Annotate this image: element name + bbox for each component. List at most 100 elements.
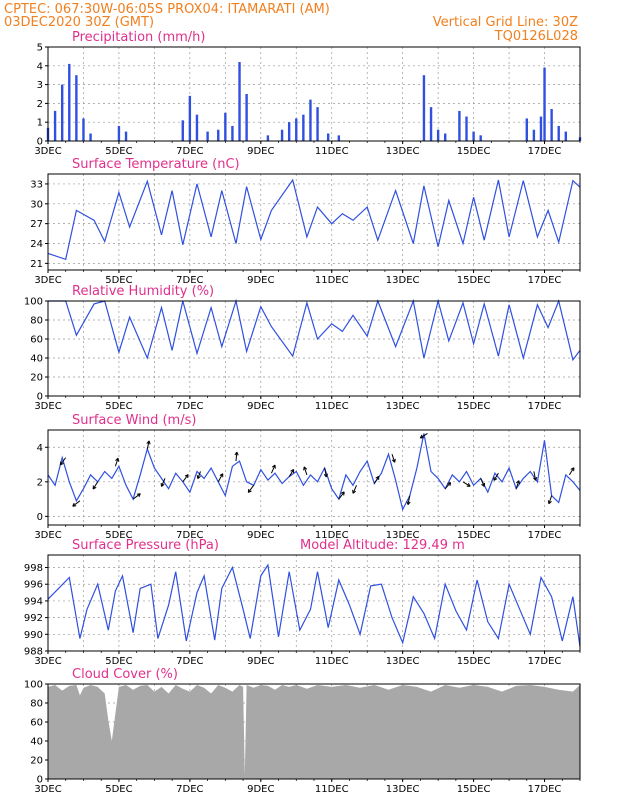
panel-surface-temperature: Surface Temperature (nC) 21 24 27 30 33 3DEC 5D… — [30, 157, 581, 286]
x-tick-label: 3DEC — [34, 656, 61, 667]
y-tick-label: 24 — [30, 239, 43, 250]
wind-arrow-shaft — [146, 440, 150, 450]
wind-arrow-shaft — [548, 495, 553, 504]
y-tick-label: 40 — [30, 354, 43, 365]
wind-arrow-shaft — [515, 480, 520, 489]
wind-arrow-shaft — [480, 478, 485, 487]
precip-bar — [82, 118, 85, 141]
precip-bar — [238, 62, 241, 141]
precip-bar — [287, 122, 291, 141]
x-tick-label: 11DEC — [315, 656, 349, 667]
wind-arrow-head — [146, 440, 151, 445]
x-tick-label: 9DEC — [247, 146, 274, 157]
precip-bar — [532, 129, 536, 141]
precip-bar — [337, 135, 341, 141]
panel-title: Relative Humidity (%) — [72, 284, 214, 299]
wind-arrow-shaft — [235, 452, 238, 462]
x-tick-label: 15DEC — [457, 656, 491, 667]
x-tick-label: 3DEC — [34, 784, 61, 795]
wind-arrow-head — [406, 501, 411, 505]
x-tick-label: 13DEC — [386, 784, 420, 795]
panel-precipitation: Precipitation (mm/h) 0 1 2 3 4 5 3DEC 5DEC 7DEC 9D… — [34, 30, 582, 157]
wind-arrow-shaft — [352, 485, 358, 494]
panel-cloud-cover: Cloud Cover (%) 0 20 40 60 80 100 3DEC 5DEC 7DEC 9… — [24, 667, 581, 795]
x-tick-label: 5DEC — [105, 530, 132, 541]
panel-title: Precipitation (mm/h) — [72, 30, 205, 45]
x-tick-label: 7DEC — [176, 401, 203, 412]
x-tick-label: 9DEC — [247, 401, 274, 412]
y-tick-label: 996 — [24, 580, 43, 591]
plot-frame — [47, 429, 581, 526]
wind-arrow-shaft — [160, 478, 166, 487]
panel-title: Cloud Cover (%) — [72, 667, 178, 682]
x-tick-label: 15DEC — [457, 401, 491, 412]
wind-arrow-head — [391, 458, 396, 463]
x-tick-label: 13DEC — [386, 146, 420, 157]
precip-bar — [302, 114, 305, 141]
wind-arrow-head — [493, 476, 498, 481]
x-tick-label: 15DEC — [457, 275, 491, 286]
x-tick-label: 11DEC — [315, 784, 349, 795]
wind-arrow-head — [340, 491, 345, 496]
x-tick-label: 17DEC — [528, 275, 562, 286]
x-tick-label: 9DEC — [247, 530, 274, 541]
wind-arrow-shaft — [462, 481, 471, 487]
precip-bar — [436, 129, 440, 141]
wind-arrow-head — [184, 474, 189, 479]
wind-arrow-head — [271, 464, 276, 469]
wind-arrow-head — [352, 489, 357, 494]
x-tick-label: 11DEC — [315, 146, 349, 157]
y-tick-label: 5 — [37, 43, 43, 54]
wind-arrow-shaft — [338, 491, 345, 500]
panel-surface-wind: Surface Wind (m/s) 0 2 4 3DEC 5DEC 7DEC 9DEC 11D… — [34, 413, 581, 541]
wind-arrow-shaft — [197, 471, 201, 479]
y-tick-label: 30 — [30, 199, 43, 210]
x-tick-label: 13DEC — [386, 530, 420, 541]
wind-arrow-head — [160, 482, 165, 487]
precip-bar — [68, 63, 71, 141]
y-tick-label: 0 — [37, 512, 43, 523]
wind-arrow-shaft — [288, 469, 295, 477]
y-tick-label: 27 — [30, 219, 43, 230]
y-tick-label: 80 — [30, 699, 43, 710]
wind-arrow-head — [570, 467, 575, 472]
wind-arrow-shaft — [182, 474, 189, 483]
series-line — [47, 433, 581, 512]
panel-title: Surface Temperature (nC) — [72, 157, 240, 172]
x-tick-label: 17DEC — [528, 401, 562, 412]
precip-bar — [458, 110, 461, 141]
x-tick-label: 17DEC — [528, 784, 562, 795]
x-tick-label: 3DEC — [34, 401, 61, 412]
header-line1: CPTEC: 067:30W-06:05S PROX04: ITAMARATI … — [4, 2, 330, 17]
precip-bar — [224, 112, 227, 141]
precip-bar — [550, 109, 553, 141]
wind-arrow-head — [419, 434, 424, 439]
wind-arrow-head — [303, 466, 308, 471]
wind-arrow-shaft — [132, 493, 141, 500]
wind-arrow-head — [92, 485, 97, 490]
precip-bar — [280, 129, 284, 141]
x-tick-label: 5DEC — [105, 275, 132, 286]
y-tick-label: 100 — [24, 297, 43, 308]
wind-arrow-head — [515, 480, 520, 485]
wind-arrow-head — [481, 482, 486, 487]
y-tick-label: 3 — [37, 80, 43, 91]
panels: Precipitation (mm/h) 0 1 2 3 4 5 3DEC 5DEC 7DEC 9D… — [24, 30, 582, 795]
precip-bar — [245, 94, 248, 141]
wind-arrow-shaft — [391, 454, 396, 463]
x-tick-label: 13DEC — [386, 656, 420, 667]
header-grid-note: Vertical Grid Line: 30Z — [433, 15, 578, 30]
wind-arrow-shaft — [247, 484, 255, 493]
x-tick-label: 7DEC — [176, 656, 203, 667]
precip-bar — [266, 135, 270, 141]
precip-bar — [557, 125, 560, 141]
precip-bar — [195, 114, 199, 141]
wind-arrow-head — [466, 483, 471, 487]
wind-arrow-head — [375, 475, 380, 480]
x-tick-label: 5DEC — [105, 401, 132, 412]
y-tick-label: 998 — [24, 563, 43, 574]
header-run-date: 03DEC2020 30Z (GMT) — [4, 15, 154, 30]
precip-bar — [422, 75, 426, 141]
y-tick-label: 20 — [30, 373, 43, 384]
wind-arrow-shaft — [420, 433, 428, 439]
